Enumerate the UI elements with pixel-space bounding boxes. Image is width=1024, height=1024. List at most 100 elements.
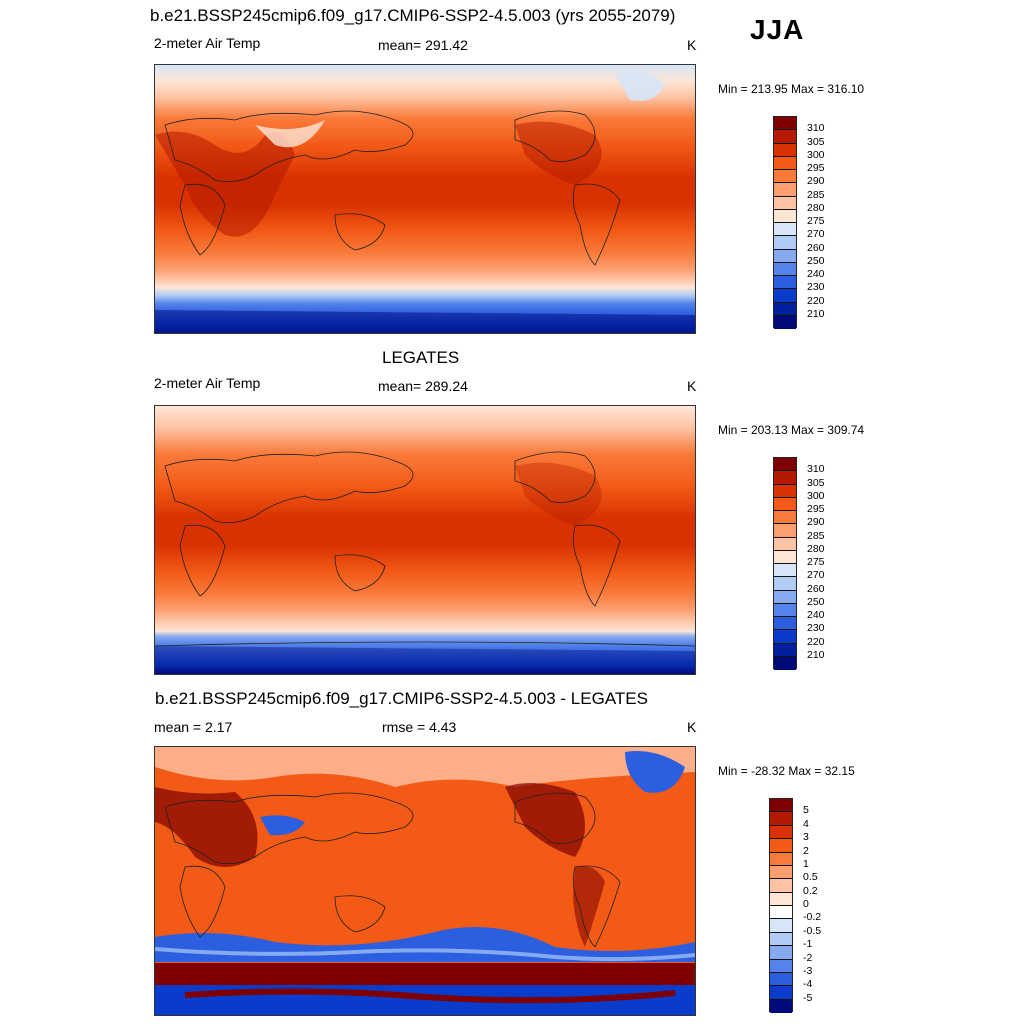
colorbar-segment xyxy=(774,458,796,472)
colorbar-segment xyxy=(774,196,796,210)
colorbar-segment xyxy=(770,799,792,813)
colorbar-segment xyxy=(774,209,796,223)
colorbar-tick-label: 2 xyxy=(803,844,809,857)
colorbar-tick-label: 1 xyxy=(803,857,809,870)
colorbar-tick-label: 260 xyxy=(807,241,825,254)
panel-3-mean: mean = 2.17 xyxy=(154,719,233,735)
colorbar-tick-label: 305 xyxy=(807,135,825,148)
colorbar-tick-label: -4 xyxy=(803,978,813,991)
colorbar-tick-label: 305 xyxy=(807,476,825,489)
colorbar-segment xyxy=(774,511,796,525)
colorbar-tick-label: 240 xyxy=(807,609,825,621)
colorbar-tick-label: -5 xyxy=(803,991,813,1004)
colorbar-tick-label: 260 xyxy=(807,582,825,595)
colorbar-segment xyxy=(774,537,796,551)
panel-2-title: LEGATES xyxy=(382,348,460,367)
colorbar-tick-label: -3 xyxy=(803,964,813,977)
colorbar-segment xyxy=(774,603,796,617)
colorbar-segment xyxy=(770,825,792,840)
colorbar-segment xyxy=(774,249,796,263)
panel-1-units: K xyxy=(687,37,697,53)
colorbar-segment xyxy=(774,550,796,564)
colorbar-tick-label: 210 xyxy=(807,648,825,661)
colorbar-segment xyxy=(774,643,796,657)
colorbar-tick-label: 210 xyxy=(807,307,825,320)
colorbar-tick-label: 290 xyxy=(807,175,825,188)
colorbar-segment xyxy=(774,524,796,538)
panel-1-minmax: Min = 213.95 Max = 316.10 xyxy=(718,82,865,96)
colorbar-tick-label: 220 xyxy=(807,294,825,307)
colorbar-segment xyxy=(770,919,792,933)
panel-2-units: K xyxy=(687,378,697,394)
colorbar-segment xyxy=(774,577,796,591)
colorbar-segment xyxy=(770,972,792,987)
colorbar-segment xyxy=(770,932,792,947)
colorbar-segment xyxy=(774,315,796,329)
panel-3-minmax: Min = -28.32 Max = 32.15 xyxy=(718,764,855,778)
colorbar-tick-label: 275 xyxy=(807,556,825,568)
colorbar-segment xyxy=(774,117,796,131)
panel-1-map xyxy=(154,64,696,334)
panel-1-variable: 2-meter Air Temp xyxy=(154,35,261,51)
colorbar-tick-label: -2 xyxy=(803,951,813,964)
panel-1-mean: mean= 291.42 xyxy=(378,37,468,53)
colorbar-segment xyxy=(774,183,796,197)
colorbar-tick-label: 250 xyxy=(807,254,825,267)
colorbar-segment xyxy=(774,497,796,511)
colorbar-tick-label: -0.5 xyxy=(803,924,822,937)
colorbar-segment xyxy=(774,289,796,303)
colorbar-segment xyxy=(774,262,796,276)
colorbar-tick-label: 295 xyxy=(807,162,825,174)
colorbar-segment xyxy=(770,999,792,1013)
colorbar-tick-label: 240 xyxy=(807,268,825,280)
panel-3-units: K xyxy=(687,719,697,735)
panel-2-variable: 2-meter Air Temp xyxy=(154,375,261,391)
colorbar-tick-label: 300 xyxy=(807,148,825,161)
colorbar-tick-label: -0.2 xyxy=(803,911,822,924)
colorbar-segment xyxy=(770,892,792,906)
colorbar-segment xyxy=(770,812,792,826)
colorbar-tick-label: 270 xyxy=(807,569,825,582)
colorbar-segment xyxy=(774,130,796,144)
colorbar-tick-label: 280 xyxy=(807,201,825,214)
colorbar-tick-label: 5 xyxy=(803,804,809,817)
colorbar-tick-label: 295 xyxy=(807,503,825,515)
colorbar-segment xyxy=(770,879,792,893)
panel-2-minmax: Min = 203.13 Max = 309.74 xyxy=(718,423,865,437)
colorbar-tick-label: 300 xyxy=(807,489,825,502)
colorbar-tick-label: 4 xyxy=(803,817,809,830)
colorbar-segment xyxy=(770,986,792,1000)
colorbar-segment xyxy=(770,852,792,866)
colorbar-segment xyxy=(774,617,796,631)
colorbar-segment xyxy=(774,170,796,184)
colorbar-segment xyxy=(770,839,792,853)
colorbar-segment xyxy=(774,590,796,604)
colorbar-tick-label: 270 xyxy=(807,228,825,241)
panel-2-colorbar xyxy=(773,457,797,670)
colorbar-segment xyxy=(770,865,792,880)
colorbar-tick-label: 220 xyxy=(807,635,825,648)
panel-2-map xyxy=(154,405,696,675)
colorbar-tick-label: 0.2 xyxy=(803,884,818,897)
colorbar-segment xyxy=(774,630,796,644)
colorbar-segment xyxy=(770,946,792,960)
panel-3-title: b.e21.BSSP245cmip6.f09_g17.CMIP6-SSP2-4.… xyxy=(155,689,648,708)
panel-1-colorbar xyxy=(773,116,797,329)
colorbar-segment xyxy=(774,223,796,237)
season-label: JJA xyxy=(750,14,805,45)
colorbar-tick-label: 3 xyxy=(803,831,809,844)
colorbar-segment xyxy=(770,959,792,973)
colorbar-tick-label: 0 xyxy=(803,898,809,910)
colorbar-segment xyxy=(774,656,796,670)
colorbar-tick-label: 285 xyxy=(807,529,825,542)
colorbar-tick-label: 310 xyxy=(807,122,825,135)
colorbar-segment xyxy=(774,236,796,250)
colorbar-segment xyxy=(774,156,796,170)
colorbar-tick-label: -1 xyxy=(803,938,813,951)
colorbar-segment xyxy=(774,564,796,578)
colorbar-segment xyxy=(774,471,796,485)
colorbar-tick-label: 290 xyxy=(807,516,825,529)
colorbar-segment xyxy=(774,302,796,316)
colorbar-segment xyxy=(770,906,792,920)
panel-3-colorbar xyxy=(769,798,793,1013)
